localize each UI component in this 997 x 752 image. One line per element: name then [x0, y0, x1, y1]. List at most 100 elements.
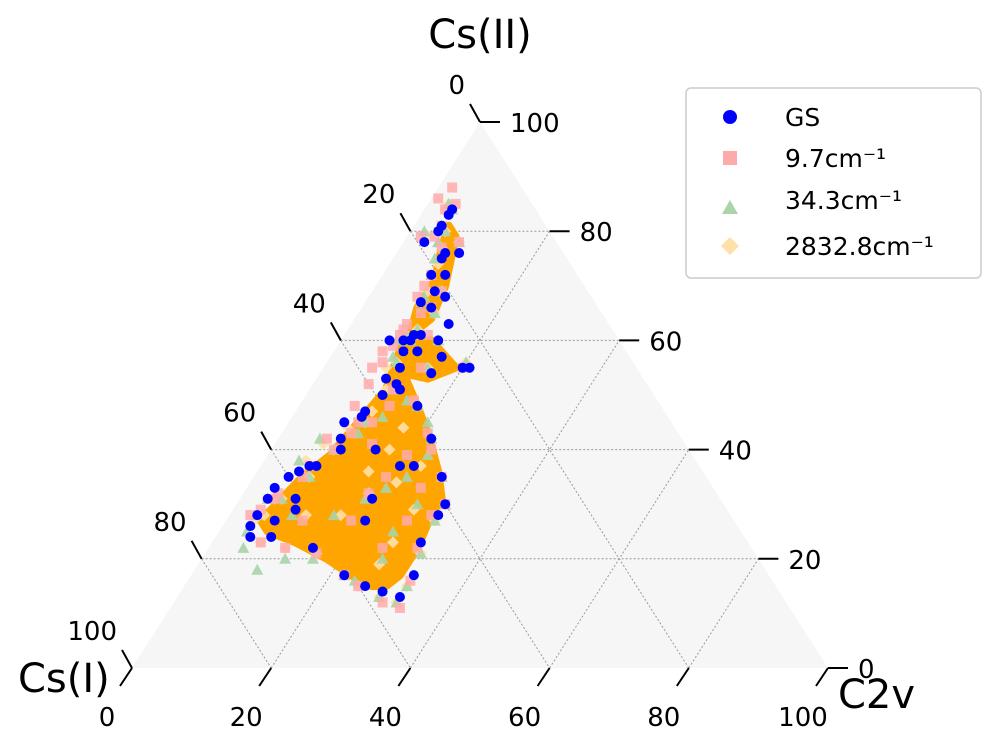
data-point-gs	[304, 460, 315, 471]
data-point-gs	[440, 248, 451, 259]
data-point-gs	[294, 466, 305, 477]
data-point-gs	[412, 400, 423, 411]
data-point-gs	[360, 581, 371, 592]
legend-label-9-7: 9.7cm⁻¹	[785, 144, 886, 173]
data-point-9-7cm	[422, 329, 433, 340]
data-marker-layer	[237, 182, 475, 613]
tick-label-right: 40	[719, 437, 752, 467]
data-point-9-7cm	[346, 428, 357, 439]
data-point-9-7cm	[367, 439, 378, 450]
data-point-gs	[436, 220, 447, 231]
data-point-gs	[394, 460, 405, 471]
legend-label-34-3: 34.3cm⁻¹	[785, 186, 902, 215]
data-point-34-3cm	[376, 552, 389, 564]
legend-marker-9-7	[723, 151, 737, 165]
tick-mark-left	[121, 649, 133, 669]
data-point-gs	[436, 351, 447, 362]
tick-mark-left	[260, 431, 273, 451]
data-point-gs	[412, 346, 423, 357]
data-point-gs	[464, 362, 475, 373]
data-point-9-7cm	[426, 444, 437, 455]
data-point-gs	[429, 286, 440, 297]
tick-label-left: 40	[293, 289, 326, 319]
tick-mark-left	[329, 321, 342, 341]
data-point-gs	[370, 444, 381, 455]
data-point-9-7cm	[363, 379, 374, 390]
data-point-9-7cm	[381, 471, 392, 482]
data-point-9-7cm	[297, 471, 308, 482]
tick-mark-left	[399, 212, 412, 232]
data-point-gs	[339, 417, 350, 428]
data-point-34-3cm	[411, 498, 424, 510]
data-point-gs	[269, 515, 280, 526]
data-point-gs	[252, 510, 263, 521]
data-point-9-7cm	[440, 204, 451, 215]
data-point-gs	[433, 510, 444, 521]
data-point-9-7cm	[328, 444, 339, 455]
data-point-gs	[367, 493, 378, 504]
data-point-34-3cm	[376, 410, 389, 422]
data-point-9-7cm	[388, 340, 398, 351]
data-point-gs	[408, 570, 419, 581]
legend-box	[685, 87, 982, 279]
data-point-gs	[415, 297, 426, 308]
right-axis-label: C2v	[838, 672, 915, 718]
data-point-gs	[419, 237, 430, 248]
data-point-34-3cm	[237, 541, 250, 553]
grid-line	[201, 558, 272, 669]
data-point-34-3cm	[293, 454, 306, 466]
data-point-gs	[245, 521, 256, 532]
data-point-gs	[447, 204, 458, 215]
data-point-gs	[283, 471, 294, 482]
data-point-9-7cm	[280, 542, 291, 553]
tick-label-left: 0	[448, 71, 465, 101]
tick-mark-bottom	[536, 667, 551, 687]
top-axis-label: Cs(II)	[428, 12, 532, 58]
data-point-9-7cm	[408, 395, 419, 406]
data-point-gs	[262, 493, 273, 504]
legend-label-2832-8: 2832.8cm⁻¹	[785, 232, 934, 261]
data-point-9-7cm	[377, 597, 388, 608]
data-point-gs	[426, 368, 437, 379]
data-point-34-3cm	[387, 350, 399, 362]
data-point-9-7cm	[405, 575, 416, 586]
data-point-9-7cm	[321, 433, 332, 444]
data-point-34-3cm	[380, 481, 393, 493]
data-point-9-7cm	[388, 384, 398, 395]
data-point-9-7cm	[422, 428, 433, 439]
tick-label-right: 100	[510, 109, 560, 139]
data-point-2832-8cm	[397, 421, 410, 434]
data-point-gs	[426, 433, 437, 444]
tick-mark-left	[469, 103, 481, 123]
data-point-gs	[394, 384, 405, 395]
tick-label-left: 20	[362, 180, 395, 210]
data-point-gs	[433, 335, 444, 346]
data-point-gs	[415, 537, 426, 548]
legend-label-gs: GS	[785, 103, 820, 132]
data-point-gs	[269, 482, 280, 493]
data-point-9-7cm	[377, 542, 388, 553]
data-point-gs	[290, 504, 301, 515]
tick-label-bottom: 100	[778, 703, 828, 733]
data-point-9-7cm	[346, 515, 357, 526]
data-point-2832-8cm	[387, 536, 399, 549]
data-point-9-7cm	[412, 291, 423, 302]
data-point-9-7cm	[269, 493, 280, 504]
tick-mark-bottom	[258, 667, 273, 687]
legend: GS 9.7cm⁻¹ 34.3cm⁻¹ 2832.8cm⁻¹	[685, 87, 982, 279]
data-point-gs	[443, 319, 454, 330]
data-point-9-7cm	[349, 400, 360, 411]
data-point-gs	[398, 346, 409, 357]
data-point-9-7cm	[255, 504, 266, 515]
data-point-gs	[307, 542, 318, 553]
grid-line	[409, 340, 620, 669]
data-point-9-7cm	[415, 482, 426, 493]
data-point-9-7cm	[297, 515, 308, 526]
data-point-gs	[356, 411, 367, 422]
data-point-gs	[339, 570, 350, 581]
data-point-9-7cm	[394, 602, 405, 613]
data-point-9-7cm	[401, 515, 412, 526]
data-point-9-7cm	[273, 488, 284, 499]
tick-label-left: 60	[223, 399, 256, 429]
data-point-9-7cm	[367, 417, 378, 428]
